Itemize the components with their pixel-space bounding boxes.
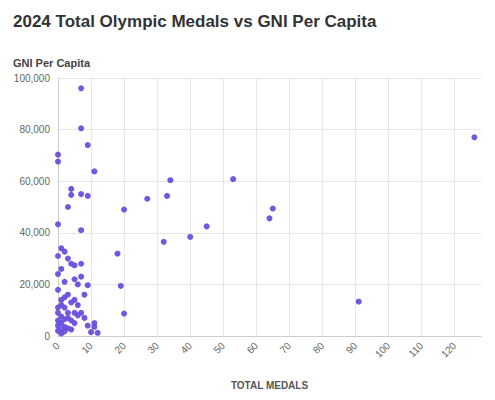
svg-text:80: 80 xyxy=(311,340,327,356)
svg-text:110: 110 xyxy=(406,340,425,359)
svg-text:20: 20 xyxy=(112,340,128,356)
svg-text:80,000: 80,000 xyxy=(19,124,50,135)
svg-text:50: 50 xyxy=(211,340,227,356)
svg-text:40: 40 xyxy=(178,340,194,356)
svg-text:90: 90 xyxy=(344,340,360,356)
svg-text:30: 30 xyxy=(145,340,161,356)
svg-text:100: 100 xyxy=(373,340,393,360)
svg-text:0: 0 xyxy=(44,331,50,342)
svg-text:GNI Per Capita: GNI Per Capita xyxy=(13,57,91,69)
svg-text:100,000: 100,000 xyxy=(14,73,51,84)
svg-text:2024 Total Olympic Medals vs G: 2024 Total Olympic Medals vs GNI Per Cap… xyxy=(13,12,377,31)
svg-text:60,000: 60,000 xyxy=(19,176,50,187)
svg-text:10: 10 xyxy=(79,340,95,356)
svg-text:70: 70 xyxy=(278,340,294,356)
svg-text:20,000: 20,000 xyxy=(19,279,50,290)
svg-text:0: 0 xyxy=(50,340,62,352)
svg-text:TOTAL MEDALS: TOTAL MEDALS xyxy=(231,380,309,391)
svg-text:60: 60 xyxy=(245,340,261,356)
svg-text:40,000: 40,000 xyxy=(19,227,50,238)
svg-text:120: 120 xyxy=(439,340,459,360)
